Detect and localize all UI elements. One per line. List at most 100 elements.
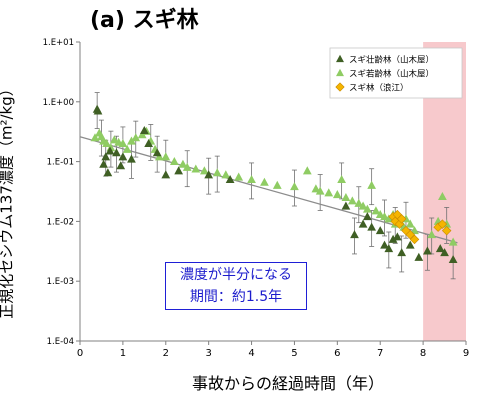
x-tick-label-3: 3 (205, 348, 211, 359)
series-1-point-12 (137, 130, 147, 139)
series-1-point-57 (448, 237, 458, 246)
series-2-point-4 (396, 214, 407, 224)
half-life-annotation: 濃度が半分になる 期間：約1.5年 (165, 262, 307, 310)
series-1-point-41 (367, 180, 377, 189)
series-1-point-39 (358, 201, 368, 210)
legend-label-0: スギ壮齢林（山木屋） (349, 55, 434, 66)
series-1-point-20 (182, 162, 192, 171)
series-0-point-21 (367, 222, 377, 231)
series-0-point-33 (448, 254, 458, 264)
series-1-point-38 (354, 198, 364, 207)
x-tick-label-7: 7 (377, 348, 383, 359)
x-tick-label-2: 2 (163, 348, 169, 359)
series-0-point-22 (375, 226, 385, 235)
series-0-point-29 (414, 252, 424, 261)
series-0-point-9 (127, 154, 136, 163)
series-2-point-9 (437, 219, 448, 229)
series-0-point-3 (101, 152, 111, 161)
series-0-point-11 (144, 138, 153, 148)
y-tick-label-2: 1.E-01 (47, 158, 74, 168)
series-0-point-2 (99, 159, 108, 168)
annotation-line-1: 濃度が半分になる (180, 267, 292, 283)
series-0-point-6 (112, 148, 121, 157)
series-1-point-45 (384, 214, 394, 223)
y-tick-label-1: 1.E+00 (43, 98, 74, 108)
series-0-point-19 (358, 219, 368, 228)
series-0-point-32 (440, 248, 449, 257)
x-axis-label: 事故からの経過時間（年） (191, 374, 384, 393)
x-tick-label-4: 4 (248, 348, 254, 359)
series-1-point-37 (347, 196, 357, 205)
series-1-point-10 (127, 136, 136, 145)
x-tick-label-1: 1 (120, 348, 126, 359)
y-tick-label-3: 1.E-02 (47, 217, 74, 227)
series-0-point-20 (362, 212, 372, 221)
chart-title: (a) スギ林 (90, 8, 199, 33)
series-1-point-8 (118, 138, 128, 148)
series-1-point-29 (290, 182, 299, 191)
series-0-point-25 (388, 234, 398, 243)
series-0-point-4 (103, 168, 113, 177)
legend-marker-0 (336, 54, 344, 63)
series-1-point-55 (438, 191, 447, 201)
legend-marker-2 (335, 82, 345, 92)
series-0-point-17 (341, 201, 351, 210)
series-1-point-51 (405, 219, 415, 228)
series-1-point-53 (427, 230, 437, 239)
series-0-point-28 (405, 240, 415, 249)
series-1-point-26 (247, 175, 256, 184)
series-1-point-31 (311, 184, 321, 193)
series-0-point-27 (397, 248, 407, 257)
series-0-point-5 (105, 146, 115, 155)
series-0-point-15 (204, 170, 214, 179)
series-1-point-33 (324, 188, 334, 197)
series-1-point-24 (221, 170, 231, 179)
series-0-point-1 (93, 106, 103, 115)
y-tick-label-0: 1.E+01 (43, 38, 74, 48)
series-1-point-6 (109, 135, 119, 144)
series-1-point-18 (169, 157, 179, 166)
series-0-point-24 (384, 244, 394, 253)
series-0-point-10 (139, 125, 149, 135)
series-1-point-36 (341, 193, 351, 202)
series-1-point-4 (102, 138, 111, 148)
series-0-point-7 (116, 161, 126, 170)
legend-label-2: スギ林（浪江） (349, 83, 409, 94)
series-1-point-11 (131, 133, 141, 142)
series-2-point-7 (409, 234, 420, 245)
series-0-point-18 (350, 230, 359, 239)
x-tick-label-8: 8 (420, 348, 426, 359)
series-1-point-23 (212, 168, 222, 177)
series-0-point-12 (152, 148, 162, 157)
x-tick-label-5: 5 (291, 348, 297, 359)
series-1-point-25 (234, 172, 244, 181)
series-1-point-27 (260, 177, 269, 186)
legend-marker-1 (336, 68, 344, 77)
series-0-point-16 (225, 175, 235, 184)
series-0-point-31 (435, 244, 445, 253)
series-0-point-8 (118, 152, 128, 161)
series-1-point-30 (302, 166, 312, 175)
series-1-point-21 (191, 164, 201, 173)
series-0-point-26 (393, 232, 402, 241)
x-tick-label-9: 9 (463, 348, 469, 359)
series-1-point-19 (178, 159, 188, 168)
series-1-point-28 (272, 180, 282, 189)
series-1-point-34 (332, 190, 342, 199)
y-tick-label-4: 1.E-03 (47, 277, 74, 287)
x-tick-label-0: 0 (77, 348, 83, 359)
series-2-point-10 (441, 225, 452, 236)
series-1-point-40 (362, 204, 372, 213)
legend-box (329, 47, 463, 99)
series-1-point-35 (337, 175, 346, 184)
series-1-point-44 (380, 212, 389, 221)
series-1-point-32 (315, 186, 325, 195)
series-0-point-13 (161, 170, 171, 179)
series-0-point-30 (423, 246, 432, 255)
x-tick-label-6: 6 (334, 348, 340, 359)
series-1-point-9 (122, 144, 132, 153)
series-1-point-42 (371, 206, 381, 215)
series-1-point-17 (161, 152, 171, 161)
series-0-point-23 (380, 240, 389, 249)
